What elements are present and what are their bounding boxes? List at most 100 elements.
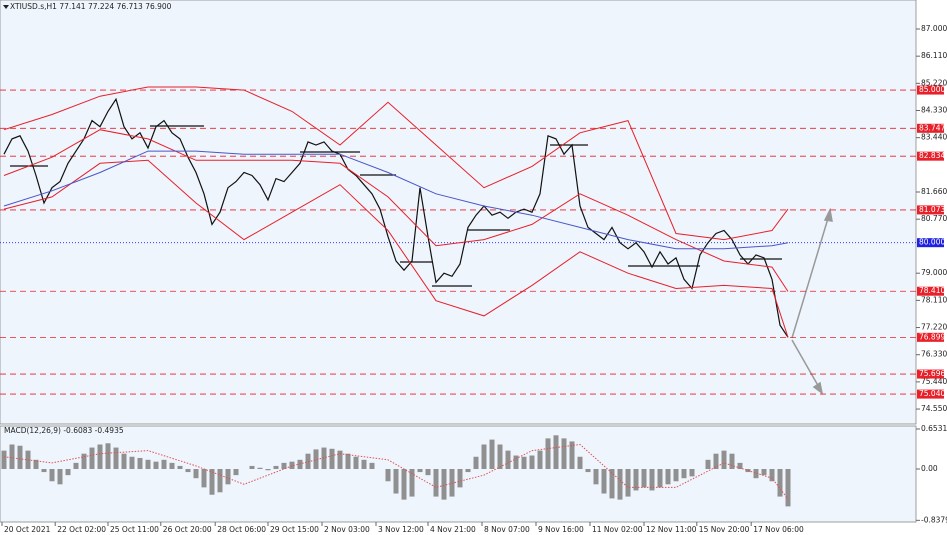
macd-bar [465,469,471,473]
level-label: 83.747 [919,123,945,132]
level-tag: 75.696 [917,369,945,379]
macd-bar [353,456,359,470]
signal-line [3,443,789,500]
level-tag-bg [917,151,944,161]
menu-arrow[interactable] [3,5,9,9]
y-tick-label: -0.8379 [921,515,947,524]
macd-bar [313,449,319,470]
macd-bar [409,469,415,497]
macd-bar [33,459,39,470]
macd-bar [489,439,495,470]
macd-bar [105,443,111,470]
level-label: 82.834 [919,151,945,160]
macd-bar [625,469,631,497]
macd-bar [681,469,687,479]
macd-bar [41,469,47,473]
level-tag: 82.834 [917,151,945,161]
macd-bar [497,444,503,470]
level-tag: 78.410 [917,286,945,296]
x-tick-label: 9 Nov 16:00 [538,525,584,534]
y-tick-label: 87.000 [921,24,947,33]
x-tick-label: 20 Oct 2021 [4,525,51,534]
macd-bar [769,469,775,482]
macd-bar [417,469,423,473]
macd-bar [561,438,567,470]
macd-bar [369,462,375,470]
macd-bar [617,469,623,500]
macd-bar [113,447,119,470]
forecast-arrows [791,207,833,395]
macd-bar [289,461,295,470]
y-tick-label: 74.550 [921,404,947,413]
series-line [3,97,789,338]
x-tick-label: 8 Nov 07:00 [484,525,530,534]
x-tick-label: 28 Oct 06:00 [217,525,266,534]
x-tick-label: 2 Nov 03:00 [324,525,370,534]
macd-bar [49,469,55,482]
y-tick-label: 86.110 [921,51,947,60]
macd-bar [81,453,87,470]
macd-bar [1,450,7,470]
series-line [3,159,789,338]
y-tick-label: 0.00 [921,464,938,473]
x-tick-label: 26 Oct 20:00 [163,525,212,534]
macd-bar [281,462,287,470]
macd-bar [665,469,671,485]
macd-bar [505,450,511,470]
macd-bar [777,469,783,497]
macd-bar [257,467,263,470]
macd-bar [361,459,367,470]
macd-bar [585,469,591,473]
x-tick-label: 25 Oct 11:00 [110,525,159,534]
macd-bar [705,459,711,470]
macd-bar [401,469,407,500]
macd-title: MACD(12,26,9) -0.6083 -0.4935 [4,426,124,435]
x-tick-label: 12 Nov 11:00 [646,525,697,534]
y-tick-label: 78.110 [921,295,947,304]
macd-bar [273,465,279,470]
macd-bar [321,447,327,470]
macd-bar [209,469,215,495]
y-tick-label: 76.330 [921,350,947,359]
macd-bar [337,450,343,470]
macd-bar [441,469,447,500]
macd-bar [97,444,103,470]
level-tag-bg [917,205,944,215]
macd-bar [761,469,767,476]
y-tick-label: 84.330 [921,106,947,115]
level-label: 81.073 [919,205,945,214]
macd-bar [601,469,607,494]
macd-bar [425,469,431,476]
macd-bar [169,462,175,470]
macd-bar [265,469,271,471]
macd-bar [785,469,791,507]
macd-bar [713,453,719,470]
macd-bar [545,438,551,470]
x-tick-label: 4 Nov 21:00 [430,525,476,534]
macd-bar [345,453,351,470]
x-tick-label: 15 Nov 20:00 [699,525,750,534]
x-tick-label: 29 Oct 15:00 [270,525,319,534]
macd-bar [57,469,63,485]
macd-bar [609,469,615,499]
macd-bar [177,465,183,470]
level-tag: 80.000 [917,238,945,248]
macd-bar [17,445,23,470]
macd-bar [689,469,695,477]
macd-bar [217,469,223,493]
macd-bar [729,453,735,470]
macd-bar [593,469,599,485]
level-tag-bg [917,389,944,399]
macd-bar [569,441,575,470]
level-tag-bg [917,332,944,342]
macd-bar [153,461,159,470]
level-label: 76.899 [919,332,945,341]
level-label: 78.410 [919,286,945,295]
macd-bar [577,456,583,470]
macd-bar [393,469,399,494]
y-tick-label: 81.660 [921,187,947,196]
y-tick-label: 83.440 [921,133,947,142]
chart-title: XTIUSD.s,H1 77.141 77.224 76.713 76.900 [10,2,172,11]
macd-bar [185,469,191,473]
level-tag-bg [917,85,944,95]
